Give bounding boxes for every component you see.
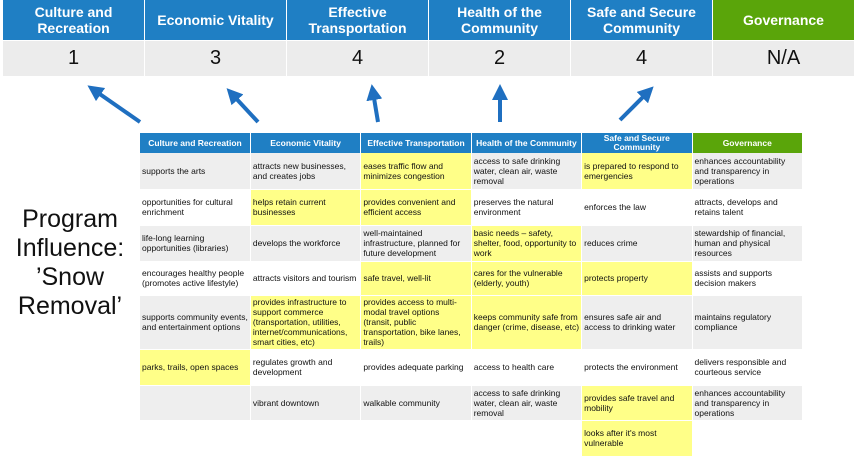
table-row: vibrant downtown walkable community access… (140, 385, 804, 421)
category-score: 1 (3, 40, 145, 76)
table-cell: enhances accountability and transparency… (692, 153, 804, 190)
table-cell: eases traffic flow and minimizes congest… (360, 153, 472, 190)
category-score: 4 (287, 40, 429, 76)
category-score: N/A (713, 40, 855, 76)
arrows (87, 84, 654, 124)
table-cell: basic needs – safety, shelter, food, opp… (471, 225, 583, 262)
table-cell: safe travel, well-lit (360, 261, 472, 296)
table-cell: attracts new businesses, and creates job… (250, 153, 362, 190)
table-cell: supports the arts (140, 153, 251, 190)
table-header: Safe and Secure Community (581, 133, 693, 153)
table-row: opportunities for cultural enrichment hel… (140, 189, 804, 226)
table-cell (471, 420, 583, 457)
arrow-transportation (366, 84, 383, 123)
table-cell: delivers responsible and courteous servi… (692, 349, 804, 386)
category-header: Health of the Community (429, 0, 571, 40)
table-cell: preserves the natural environment (471, 189, 583, 226)
table-cell (360, 420, 472, 457)
table-header: Governance (692, 133, 804, 153)
category-score: 2 (429, 40, 571, 76)
category-score: 3 (145, 40, 287, 76)
table-cell: access to health care (471, 349, 583, 386)
table-cell: maintains regulatory compliance (692, 295, 804, 350)
table-cell: cares for the vulnerable (elderly, youth… (471, 261, 583, 296)
table-cell: helps retain current businesses (250, 189, 362, 226)
category-score: 4 (571, 40, 713, 76)
table-cell: walkable community (360, 385, 472, 421)
table-header: Culture and Recreation (140, 133, 251, 153)
table-cell: assists and supports decision makers (692, 261, 804, 296)
table-cell: is prepared to respond to emergencies (581, 153, 693, 190)
table-row: encourages healthy people (promotes acti… (140, 261, 804, 296)
table-cell: supports community events, and entertain… (140, 295, 251, 350)
table-cell: life-long learning opportunities (librar… (140, 225, 251, 262)
table-cell: opportunities for cultural enrichment (140, 189, 251, 226)
table-cell: provides safe travel and mobility (581, 385, 693, 421)
category-header: Economic Vitality (145, 0, 287, 40)
table-cell: reduces crime (581, 225, 693, 262)
table-row: looks after it's most vulnerable (140, 420, 804, 457)
table-row: parks, trails, open spaces regulates grow… (140, 349, 804, 386)
table-row: supports the arts attracts new businesses… (140, 153, 804, 190)
table-cell: provides adequate parking (360, 349, 472, 386)
table-cell: attracts, develops and retains talent (692, 189, 804, 226)
table-cell: regulates growth and development (250, 349, 362, 386)
category-header: Governance (713, 0, 855, 40)
table-cell: provides infrastructure to support comme… (250, 295, 362, 350)
category-header: Safe and Secure Community (571, 0, 713, 40)
table-cell: access to safe drinking water, clean air… (471, 385, 583, 421)
table-cell: parks, trails, open spaces (140, 349, 251, 386)
table-header: Economic Vitality (250, 133, 362, 153)
arrow-safety (618, 86, 654, 122)
category-header: Effective Transportation (287, 0, 429, 40)
table-cell (692, 420, 804, 457)
table-cell: protects property (581, 261, 693, 296)
table-cell: develops the workforce (250, 225, 362, 262)
table-cell: vibrant downtown (250, 385, 362, 421)
table-cell: protects the environment (581, 349, 693, 386)
category-header: Culture and Recreation (3, 0, 145, 40)
table-cell: provides convenient and efficient access (360, 189, 472, 226)
table-cell: enforces the law (581, 189, 693, 226)
table-cell: ensures safe air and access to drinking … (581, 295, 693, 350)
table-cell: stewardship of financial, human and phys… (692, 225, 804, 262)
table-cell (140, 385, 251, 421)
category-scores: Culture and Recreation 1 Economic Vitality… (3, 0, 855, 76)
table-cell (140, 420, 251, 457)
arrow-culture (87, 85, 142, 124)
table-cell: looks after it's most vulnerable (581, 420, 693, 457)
arrow-economic (226, 88, 260, 124)
table-cell: attracts visitors and tourism (250, 261, 362, 296)
table-cell: access to safe drinking water, clean air… (471, 153, 583, 190)
table-header: Effective Transportation (360, 133, 472, 153)
table-cell: encourages healthy people (promotes acti… (140, 261, 251, 296)
table-cell (250, 420, 362, 457)
table-row: supports community events, and entertain… (140, 295, 804, 350)
table-cell: well-maintained infrastructure, planned … (360, 225, 472, 262)
table-header: Health of the Community (471, 133, 583, 153)
table-row: life-long learning opportunities (librar… (140, 225, 804, 262)
table-cell: keeps community safe from danger (crime,… (471, 295, 583, 350)
table-cell: enhances accountability and transparency… (692, 385, 804, 421)
program-influence-label: Program Influence: ’Snow Removal’ (15, 205, 125, 320)
influence-table: Culture and Recreation Economic Vitality E… (140, 133, 804, 457)
table-cell: provides access to multi-modal travel op… (360, 295, 472, 350)
